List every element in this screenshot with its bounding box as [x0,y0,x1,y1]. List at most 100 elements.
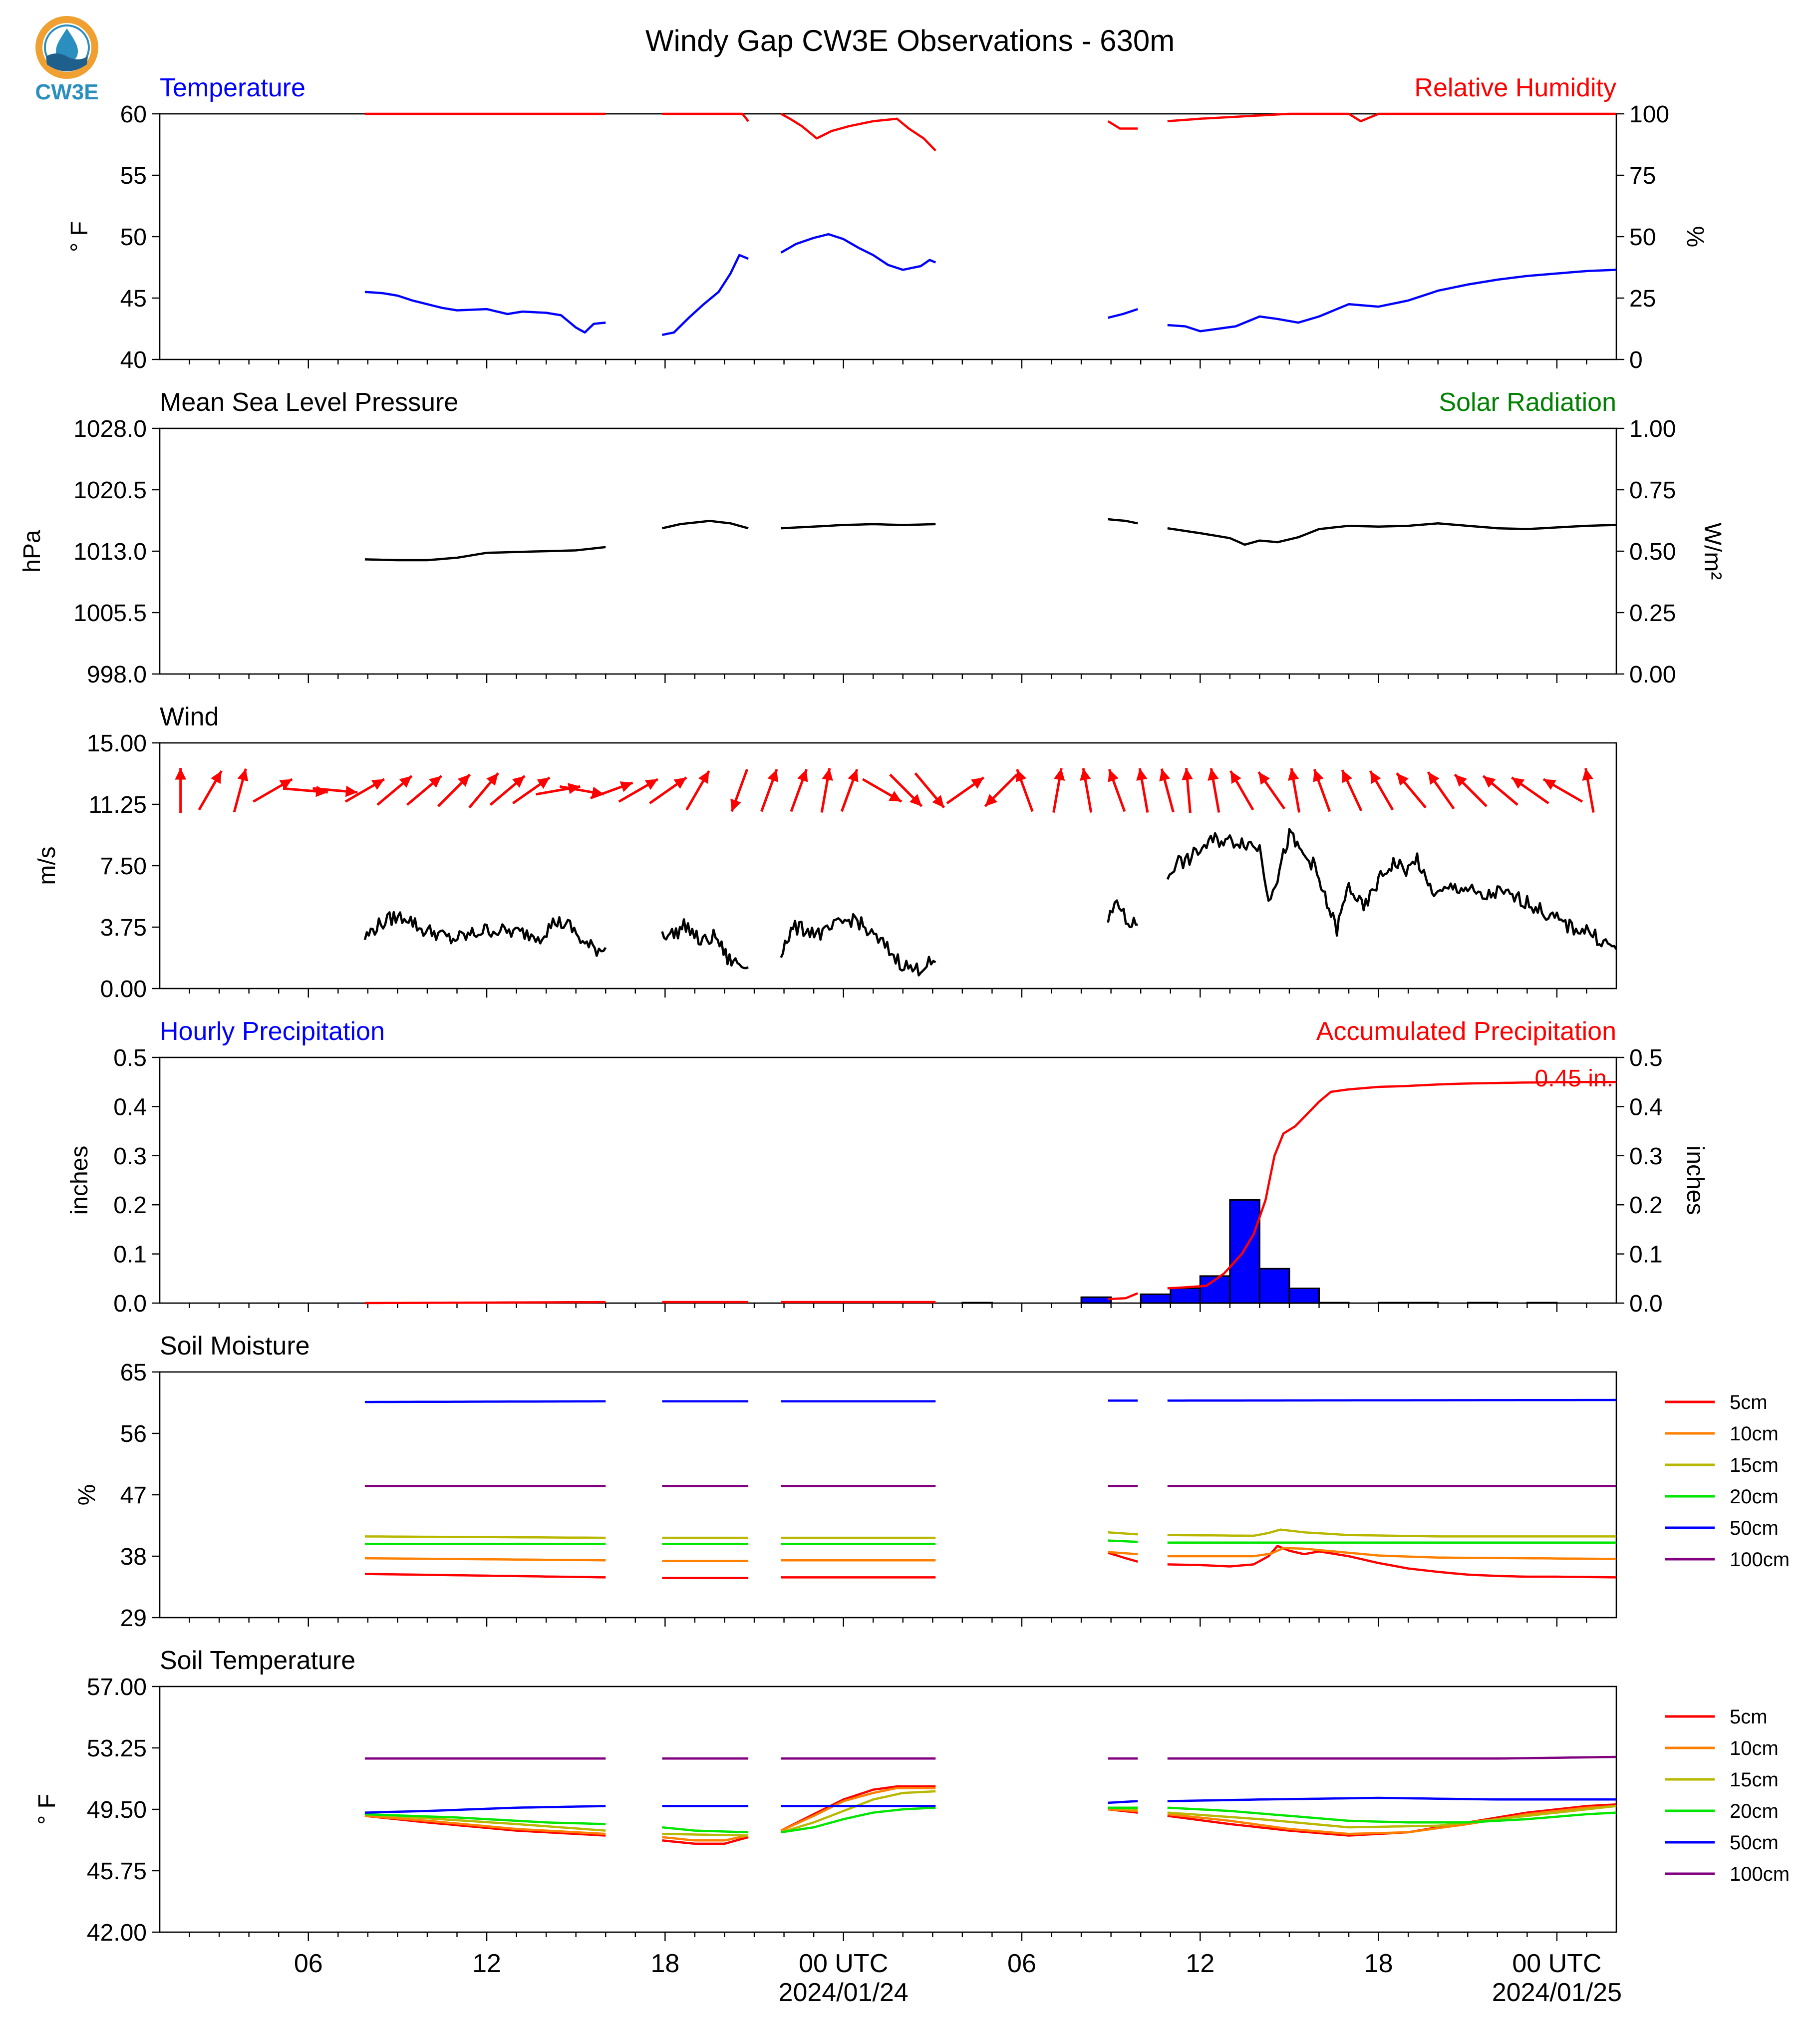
y-right-tick-label: 0.2 [1629,1192,1663,1219]
series-line-15cm [364,1813,606,1832]
wind-arrow [1396,772,1427,809]
wind-arrow [1482,775,1518,806]
y-right-tick-label: 75 [1629,163,1656,189]
wind-arrow-head [1258,772,1270,785]
precip-bar [1170,1287,1201,1304]
series-line-0 [364,1301,606,1305]
wind-arrow [1015,768,1034,812]
wind-arrow-head [985,794,998,806]
series-line-0 [1108,1292,1139,1301]
wind-arrow-head [1512,777,1525,789]
series-line-0 [661,918,749,970]
wind-arrow [649,776,687,804]
x-tick-label: 00 UTC [799,1949,888,1978]
wind-arrow-head [211,771,222,784]
panel-1: 998.0 1005.5 1013.0 1020.5 1028.0 0.00 0.25 0.5… [19,388,1726,688]
logo-text: CW3E [35,80,98,104]
wind-arrow [344,778,385,803]
accumulated-total-label: 0.45 in. [1535,1065,1613,1092]
wind-arrow-head [1397,773,1409,786]
wind-arrow [468,772,499,809]
logo-ring [35,16,98,79]
legend-label: 20cm [1730,1486,1779,1508]
y-tick-label: 60 [120,101,147,128]
wind-arrow-head [698,771,709,784]
wind-arrow-head [1455,774,1467,787]
x-tick-label: 00 UTC [1512,1949,1601,1978]
y-right-tick-label: 0.4 [1629,1094,1663,1120]
y-right-tick-label: 0.50 [1629,539,1676,565]
x-tick-label: 12 [472,1949,501,1978]
y-tick-label: 45 [120,286,147,312]
y-tick-label: 55 [120,163,147,189]
panel-title: Soil Moisture [160,1332,310,1360]
wind-arrow-head [1159,768,1171,782]
y-tick-label: 1028.0 [73,416,147,442]
x-tick-label: 18 [650,1949,679,1978]
wind-arrow [1208,768,1220,813]
series-line-15cm [1167,1805,1617,1829]
wind-arrow-head [932,795,944,808]
legend-label: 5cm [1730,1706,1768,1728]
cw3e-logo: CW3E [35,16,99,104]
wind-arrow [1108,768,1126,812]
y-axis-label: m/s [34,846,60,885]
y-tick-label: 1005.5 [73,600,147,627]
wind-arrow [512,776,551,804]
panel-title-right: Solar Radiation [1439,388,1616,417]
legend-label: 100cm [1730,1549,1790,1571]
legend-label: 15cm [1730,1454,1779,1476]
wind-arrow [790,768,808,812]
precip-bar [1140,1293,1172,1304]
plot-frame [159,1371,1617,1619]
wind-arrow [1582,768,1595,813]
series-line-1 [661,254,749,337]
wind-arrow-head [1582,768,1593,781]
wind-arrow-head [619,781,633,792]
legend-label: 100cm [1730,1863,1790,1885]
y-tick-label: 0.4 [113,1094,147,1120]
panel-title: Mean Sea Level Pressure [160,388,458,417]
wind-arrow [1369,770,1394,811]
wind-arrow-head [848,769,859,782]
x-tick-label: 06 [294,1949,323,1978]
y-right-tick-label: 0.5 [1629,1045,1663,1071]
panel-2: 0.00 3.75 7.50 11.25 15.00 Wind m/s [34,702,1617,1003]
y-right-tick-label: 0.3 [1629,1143,1663,1170]
wind-arrow [889,773,923,807]
series-line-50cm [364,1805,606,1814]
series-line-1 [364,291,606,334]
plot-frame [159,427,1617,675]
panel-title: Wind [160,702,219,731]
wind-arrow [1427,771,1455,810]
y-tick-label: 65 [120,1359,147,1386]
series-line-0 [662,112,749,122]
wind-arrow-head [1543,779,1556,790]
wind-arrow-head [371,779,384,790]
y-right-tick-label: 0.1 [1629,1242,1663,1268]
wind-arrow-head [797,769,808,782]
wind-arrow-head [175,768,186,780]
panel-title: Hourly Precipitation [160,1017,385,1046]
wind-arrow-head [1287,768,1299,781]
y-axis-label: ° F [34,1794,60,1825]
wind-arrow-head [1015,769,1027,782]
wind-arrow-head [1370,771,1381,784]
y-tick-label: 0.5 [113,1045,147,1071]
wind-arrow [489,775,526,806]
y-right-tick-label: 0.0 [1629,1291,1663,1317]
series-line-0 [1107,120,1138,130]
series-line-0 [363,911,607,957]
y-tick-label: 56 [120,1421,147,1447]
legend-label: 15cm [1730,1769,1779,1791]
wind-arrow-head [909,794,922,806]
series-line-10cm [1108,1551,1138,1556]
y-right-tick-label: 0.00 [1629,662,1676,688]
y-right-tick-label: 50 [1629,224,1656,251]
y-tick-label: 57.00 [87,1674,147,1700]
wind-arrow [1136,768,1149,813]
y-tick-label: 47 [120,1482,147,1509]
y-tick-label: 53.25 [87,1735,147,1762]
wind-arrow [1454,773,1488,807]
